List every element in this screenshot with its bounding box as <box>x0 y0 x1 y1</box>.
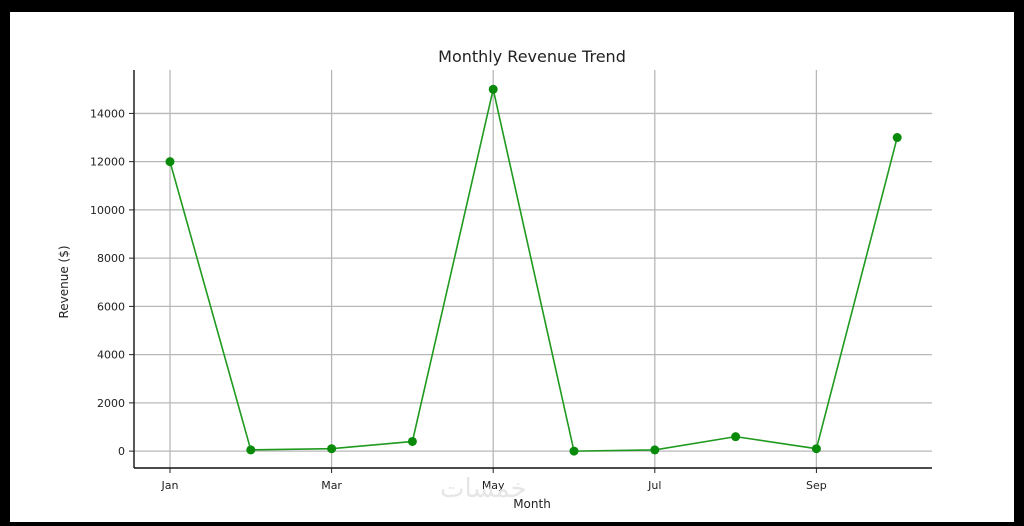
data-point <box>246 445 256 455</box>
data-point <box>407 436 417 446</box>
line-chart: 0 2000 4000 6000 8000 10000 12000 14000 Jan Mar Ma… <box>57 47 932 511</box>
x-tick-label: Mar <box>321 479 342 492</box>
y-tick-label: 8000 <box>97 252 125 265</box>
y-tick-label: 10000 <box>90 204 125 217</box>
grid-layer <box>134 70 932 468</box>
y-tick-label: 6000 <box>97 300 125 313</box>
x-tick-label: Jan <box>161 479 179 492</box>
data-point <box>650 445 660 455</box>
data-point <box>165 157 175 167</box>
x-tick-label: May <box>482 479 505 492</box>
data-point <box>327 444 337 454</box>
x-axis-label: Month <box>513 497 551 511</box>
chart-panel: 0 2000 4000 6000 8000 10000 12000 14000 Jan Mar Ma… <box>10 12 1014 522</box>
y-axis-label: Revenue ($) <box>57 245 71 318</box>
y-tick-label: 14000 <box>90 107 125 120</box>
data-point <box>488 84 498 94</box>
chart-title: Monthly Revenue Trend <box>438 47 626 66</box>
data-point <box>569 446 579 456</box>
data-point <box>731 432 741 442</box>
y-tick-label: 4000 <box>97 349 125 362</box>
data-point <box>811 444 821 454</box>
series-line <box>169 89 898 452</box>
data-point <box>892 133 902 143</box>
x-tick-label: Sep <box>806 479 827 492</box>
y-tick-label: 0 <box>118 445 125 458</box>
ticks-layer: 0 2000 4000 6000 8000 10000 12000 14000 Jan Mar Ma… <box>90 107 827 492</box>
x-tick-label: Jul <box>647 479 661 492</box>
series-layer <box>165 84 902 456</box>
y-tick-label: 12000 <box>90 156 125 169</box>
y-tick-label: 2000 <box>97 397 125 410</box>
axes-layer <box>133 70 932 469</box>
